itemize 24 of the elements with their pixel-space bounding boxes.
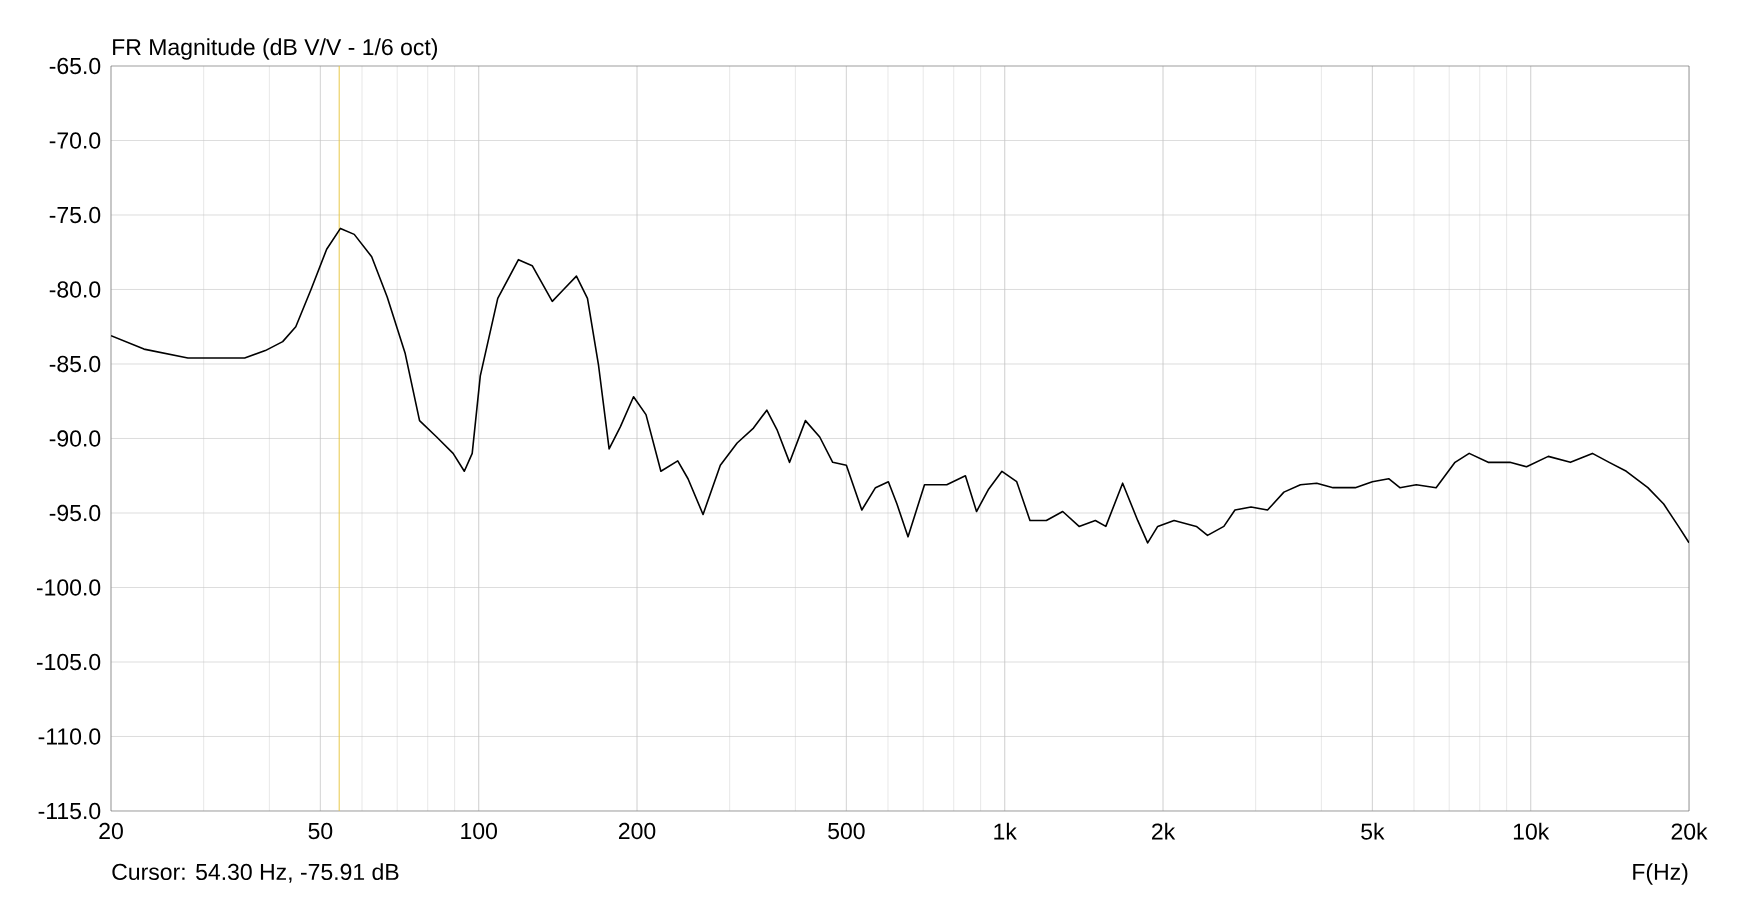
x-axis-title: F(Hz) xyxy=(1633,863,1688,885)
y-tick-label: -110.0 xyxy=(38,728,101,745)
y-tick-label: -105.0 xyxy=(36,653,101,671)
x-tick-label: 1k xyxy=(994,822,1017,840)
x-tick-label: 20 xyxy=(99,822,123,840)
y-tick-label: -65.0 xyxy=(49,57,101,75)
x-tick-label: 2k xyxy=(1152,822,1176,840)
y-tick-label: -100.0 xyxy=(36,579,101,596)
x-tick-label: 100 xyxy=(461,822,497,840)
y-tick-label: -85.0 xyxy=(49,355,101,373)
y-tick-label: -75.0 xyxy=(49,206,101,224)
y-tick-label: -115.0 xyxy=(38,802,101,820)
y-tick-label: -80.0 xyxy=(49,281,101,298)
x-tick-label: 20k xyxy=(1671,822,1708,840)
text: Cursor: 54.30 Hz, -75.91 dB xyxy=(112,863,399,883)
chart-title: FR Magnitude (dB V/V - 1/6 oct) xyxy=(113,38,438,60)
x-tick-label: 10k xyxy=(1513,822,1550,840)
y-tick-label: -95.0 xyxy=(49,504,101,522)
x-tick-label: 5k xyxy=(1361,822,1385,840)
y-tick-label: -90.0 xyxy=(49,430,101,447)
y-tick-label: -70.0 xyxy=(49,132,101,149)
x-tick-label: 500 xyxy=(828,822,865,840)
x-tick-label: 50 xyxy=(308,822,333,840)
x-tick-label: 200 xyxy=(618,822,656,840)
